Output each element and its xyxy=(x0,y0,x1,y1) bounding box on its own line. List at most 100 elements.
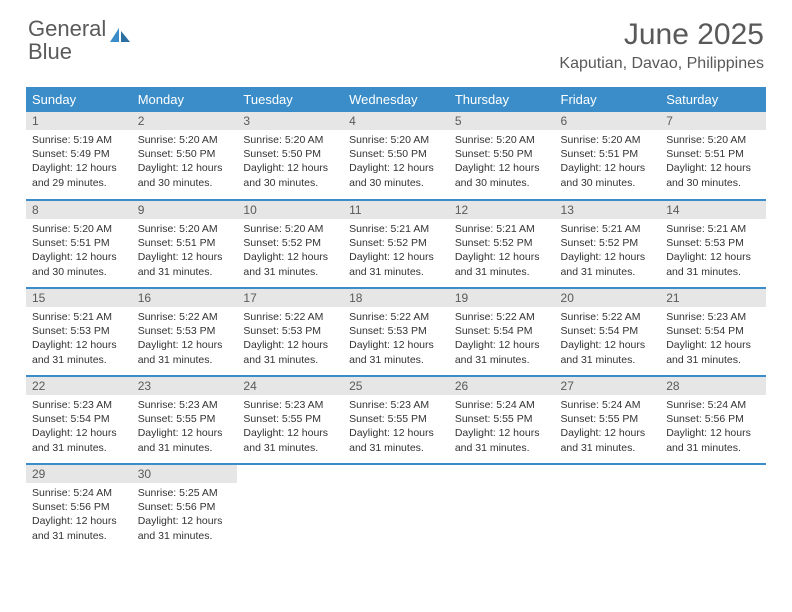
day-number: 3 xyxy=(237,112,343,130)
calendar-cell: 27Sunrise: 5:24 AMSunset: 5:55 PMDayligh… xyxy=(555,376,661,464)
day-number: 30 xyxy=(132,465,238,483)
day-details: Sunrise: 5:20 AMSunset: 5:51 PMDaylight:… xyxy=(555,130,661,194)
calendar-cell: 30Sunrise: 5:25 AMSunset: 5:56 PMDayligh… xyxy=(132,464,238,552)
calendar-cell: 1Sunrise: 5:19 AMSunset: 5:49 PMDaylight… xyxy=(26,112,132,200)
day-details: Sunrise: 5:24 AMSunset: 5:56 PMDaylight:… xyxy=(26,483,132,547)
day-number: 1 xyxy=(26,112,132,130)
calendar-cell: .. xyxy=(237,464,343,552)
day-details: Sunrise: 5:21 AMSunset: 5:52 PMDaylight:… xyxy=(449,219,555,283)
day-details: Sunrise: 5:20 AMSunset: 5:52 PMDaylight:… xyxy=(237,219,343,283)
calendar-header-row: SundayMondayTuesdayWednesdayThursdayFrid… xyxy=(26,87,766,112)
header: General Blue June 2025 Kaputian, Davao, … xyxy=(0,0,792,77)
calendar-cell: 16Sunrise: 5:22 AMSunset: 5:53 PMDayligh… xyxy=(132,288,238,376)
day-number: 29 xyxy=(26,465,132,483)
calendar-cell: 9Sunrise: 5:20 AMSunset: 5:51 PMDaylight… xyxy=(132,200,238,288)
day-number: 23 xyxy=(132,377,238,395)
calendar-cell: 22Sunrise: 5:23 AMSunset: 5:54 PMDayligh… xyxy=(26,376,132,464)
calendar-cell: 26Sunrise: 5:24 AMSunset: 5:55 PMDayligh… xyxy=(449,376,555,464)
day-number: 4 xyxy=(343,112,449,130)
day-details: Sunrise: 5:23 AMSunset: 5:55 PMDaylight:… xyxy=(132,395,238,459)
day-number: 18 xyxy=(343,289,449,307)
calendar-cell: 21Sunrise: 5:23 AMSunset: 5:54 PMDayligh… xyxy=(660,288,766,376)
day-details: Sunrise: 5:25 AMSunset: 5:56 PMDaylight:… xyxy=(132,483,238,547)
calendar-cell: 14Sunrise: 5:21 AMSunset: 5:53 PMDayligh… xyxy=(660,200,766,288)
day-number: 11 xyxy=(343,201,449,219)
calendar-cell: 12Sunrise: 5:21 AMSunset: 5:52 PMDayligh… xyxy=(449,200,555,288)
day-number: 26 xyxy=(449,377,555,395)
day-number: 6 xyxy=(555,112,661,130)
calendar-cell: 28Sunrise: 5:24 AMSunset: 5:56 PMDayligh… xyxy=(660,376,766,464)
day-number: 7 xyxy=(660,112,766,130)
day-number: 13 xyxy=(555,201,661,219)
day-number: 27 xyxy=(555,377,661,395)
day-details: Sunrise: 5:21 AMSunset: 5:53 PMDaylight:… xyxy=(660,219,766,283)
day-details: Sunrise: 5:20 AMSunset: 5:50 PMDaylight:… xyxy=(132,130,238,194)
calendar-cell: 6Sunrise: 5:20 AMSunset: 5:51 PMDaylight… xyxy=(555,112,661,200)
calendar-cell: 29Sunrise: 5:24 AMSunset: 5:56 PMDayligh… xyxy=(26,464,132,552)
day-details: Sunrise: 5:22 AMSunset: 5:53 PMDaylight:… xyxy=(132,307,238,371)
day-number: 15 xyxy=(26,289,132,307)
day-number: 9 xyxy=(132,201,238,219)
day-details: Sunrise: 5:24 AMSunset: 5:55 PMDaylight:… xyxy=(449,395,555,459)
calendar-cell: .. xyxy=(555,464,661,552)
day-number: 8 xyxy=(26,201,132,219)
day-details: Sunrise: 5:22 AMSunset: 5:54 PMDaylight:… xyxy=(555,307,661,371)
calendar-cell: 5Sunrise: 5:20 AMSunset: 5:50 PMDaylight… xyxy=(449,112,555,200)
location-subtitle: Kaputian, Davao, Philippines xyxy=(559,55,764,73)
day-number: 22 xyxy=(26,377,132,395)
day-number: 24 xyxy=(237,377,343,395)
calendar-cell: .. xyxy=(343,464,449,552)
calendar-cell: 3Sunrise: 5:20 AMSunset: 5:50 PMDaylight… xyxy=(237,112,343,200)
day-details: Sunrise: 5:24 AMSunset: 5:56 PMDaylight:… xyxy=(660,395,766,459)
day-details: Sunrise: 5:22 AMSunset: 5:53 PMDaylight:… xyxy=(343,307,449,371)
day-number: 12 xyxy=(449,201,555,219)
calendar-cell: 4Sunrise: 5:20 AMSunset: 5:50 PMDaylight… xyxy=(343,112,449,200)
calendar-cell: .. xyxy=(449,464,555,552)
calendar-cell: 25Sunrise: 5:23 AMSunset: 5:55 PMDayligh… xyxy=(343,376,449,464)
day-number: 2 xyxy=(132,112,238,130)
calendar-cell: 13Sunrise: 5:21 AMSunset: 5:52 PMDayligh… xyxy=(555,200,661,288)
day-number: 25 xyxy=(343,377,449,395)
day-details: Sunrise: 5:23 AMSunset: 5:54 PMDaylight:… xyxy=(26,395,132,459)
calendar-cell: 11Sunrise: 5:21 AMSunset: 5:52 PMDayligh… xyxy=(343,200,449,288)
calendar-cell: 7Sunrise: 5:20 AMSunset: 5:51 PMDaylight… xyxy=(660,112,766,200)
weekday-header: Saturday xyxy=(660,87,766,112)
page-title: June 2025 xyxy=(559,18,764,51)
title-block: June 2025 Kaputian, Davao, Philippines xyxy=(559,18,764,73)
day-details: Sunrise: 5:20 AMSunset: 5:51 PMDaylight:… xyxy=(26,219,132,283)
day-details: Sunrise: 5:22 AMSunset: 5:53 PMDaylight:… xyxy=(237,307,343,371)
day-details: Sunrise: 5:23 AMSunset: 5:55 PMDaylight:… xyxy=(237,395,343,459)
calendar-cell: .. xyxy=(660,464,766,552)
calendar-cell: 18Sunrise: 5:22 AMSunset: 5:53 PMDayligh… xyxy=(343,288,449,376)
day-number: 5 xyxy=(449,112,555,130)
logo-text-blue: Blue xyxy=(28,39,72,64)
calendar-cell: 20Sunrise: 5:22 AMSunset: 5:54 PMDayligh… xyxy=(555,288,661,376)
day-details: Sunrise: 5:19 AMSunset: 5:49 PMDaylight:… xyxy=(26,130,132,194)
day-details: Sunrise: 5:21 AMSunset: 5:52 PMDaylight:… xyxy=(555,219,661,283)
day-number: 19 xyxy=(449,289,555,307)
day-details: Sunrise: 5:21 AMSunset: 5:52 PMDaylight:… xyxy=(343,219,449,283)
calendar-cell: 10Sunrise: 5:20 AMSunset: 5:52 PMDayligh… xyxy=(237,200,343,288)
day-details: Sunrise: 5:20 AMSunset: 5:50 PMDaylight:… xyxy=(237,130,343,194)
calendar-cell: 23Sunrise: 5:23 AMSunset: 5:55 PMDayligh… xyxy=(132,376,238,464)
weekday-header: Sunday xyxy=(26,87,132,112)
calendar-cell: 2Sunrise: 5:20 AMSunset: 5:50 PMDaylight… xyxy=(132,112,238,200)
calendar-cell: 17Sunrise: 5:22 AMSunset: 5:53 PMDayligh… xyxy=(237,288,343,376)
logo-sail-icon xyxy=(110,28,130,42)
day-number: 14 xyxy=(660,201,766,219)
day-details: Sunrise: 5:24 AMSunset: 5:55 PMDaylight:… xyxy=(555,395,661,459)
day-number: 17 xyxy=(237,289,343,307)
day-details: Sunrise: 5:20 AMSunset: 5:50 PMDaylight:… xyxy=(343,130,449,194)
day-details: Sunrise: 5:20 AMSunset: 5:50 PMDaylight:… xyxy=(449,130,555,194)
weekday-header: Friday xyxy=(555,87,661,112)
logo-text-general: General xyxy=(28,16,106,41)
calendar-cell: 19Sunrise: 5:22 AMSunset: 5:54 PMDayligh… xyxy=(449,288,555,376)
weekday-header: Thursday xyxy=(449,87,555,112)
day-details: Sunrise: 5:20 AMSunset: 5:51 PMDaylight:… xyxy=(660,130,766,194)
day-number: 20 xyxy=(555,289,661,307)
calendar-table: SundayMondayTuesdayWednesdayThursdayFrid… xyxy=(26,87,766,552)
weekday-header: Tuesday xyxy=(237,87,343,112)
logo: General Blue xyxy=(28,18,130,64)
calendar-cell: 24Sunrise: 5:23 AMSunset: 5:55 PMDayligh… xyxy=(237,376,343,464)
day-number: 16 xyxy=(132,289,238,307)
